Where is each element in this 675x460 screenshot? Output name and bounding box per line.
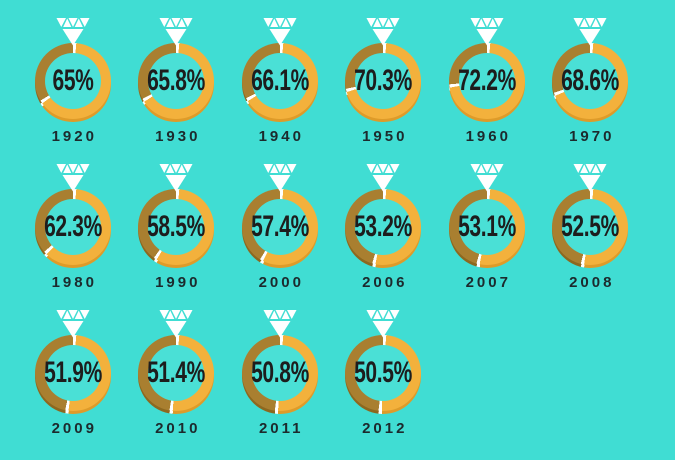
year-label: 2006	[362, 274, 408, 291]
ring-hole	[355, 199, 412, 255]
diamond-icon	[366, 164, 400, 192]
percentage-label: 65.8%	[147, 64, 206, 97]
ring-item-1940: 66.1% 1940	[228, 16, 332, 162]
year-label: 1920	[51, 128, 97, 145]
ring-item-2006: 53.2% 2006	[332, 162, 436, 308]
percentage-label: 51.9%	[43, 356, 102, 389]
diamond-icon	[56, 310, 90, 338]
ring-hole	[44, 345, 101, 401]
ring-donut: 57.4%	[241, 189, 318, 268]
year-label: 2010	[155, 420, 201, 437]
percentage-label: 50.5%	[354, 356, 413, 389]
diamond-icon	[263, 18, 297, 46]
diamond-icon	[56, 164, 90, 192]
percentage-label: 51.4%	[147, 356, 206, 389]
ring-hole	[148, 53, 205, 109]
diamond-icon	[573, 164, 607, 192]
ring-item-2009: 51.9% 2009	[21, 308, 125, 454]
diamond-icon	[159, 310, 193, 338]
percentage-label: 62.3%	[43, 210, 102, 243]
ring-donut: 68.6%	[552, 43, 629, 122]
percentage-label: 50.8%	[250, 356, 309, 389]
ring-donut: 62.3%	[34, 189, 111, 268]
ring-hole	[458, 199, 515, 255]
ring-item-1930: 65.8% 1930	[125, 16, 229, 162]
ring-hole	[148, 345, 205, 401]
ring-item-2012: 50.5% 2012	[332, 308, 436, 454]
year-label: 1970	[569, 128, 615, 145]
ring-hole	[44, 53, 101, 109]
diamond-icon	[263, 164, 297, 192]
ring-hole	[44, 199, 101, 255]
ring-hole	[355, 53, 412, 109]
ring-hole	[562, 199, 619, 255]
diamond-icon	[56, 18, 90, 46]
percentage-label: 57.4%	[250, 210, 309, 243]
percentage-label: 53.2%	[354, 210, 413, 243]
year-label: 2011	[258, 420, 304, 437]
diamond-icon	[263, 310, 297, 338]
ring-item-1970: 68.6% 1970	[539, 16, 643, 162]
percentage-label: 58.5%	[147, 210, 206, 243]
year-label: 2000	[258, 274, 304, 291]
ring-item-1950: 70.3% 1950	[332, 16, 436, 162]
ring-item-1960: 72.2% 1960	[435, 16, 539, 162]
ring-donut: 72.2%	[448, 43, 525, 122]
ring-item-2000: 57.4% 2000	[228, 162, 332, 308]
year-label: 2007	[465, 274, 511, 291]
ring-hole	[458, 53, 515, 109]
diamond-icon	[159, 164, 193, 192]
ring-donut: 50.5%	[345, 335, 422, 414]
percentage-label: 65%	[52, 64, 94, 97]
year-label: 1980	[51, 274, 97, 291]
ring-hole	[251, 53, 308, 109]
ring-hole	[251, 199, 308, 255]
diamond-icon	[470, 164, 504, 192]
ring-donut: 58.5%	[138, 189, 215, 268]
ring-donut: 66.1%	[241, 43, 318, 122]
year-label: 1960	[465, 128, 511, 145]
ring-donut: 65%	[34, 43, 111, 122]
ring-donut: 53.2%	[345, 189, 422, 268]
ring-donut: 52.5%	[552, 189, 629, 268]
percentage-label: 66.1%	[250, 64, 309, 97]
ring-item-1990: 58.5% 1990	[125, 162, 229, 308]
ring-item-2011: 50.8% 2011	[228, 308, 332, 454]
ring-donut: 50.8%	[241, 335, 318, 414]
ring-donut: 65.8%	[138, 43, 215, 122]
ring-item-2007: 53.1% 2007	[435, 162, 539, 308]
year-label: 1940	[258, 128, 304, 145]
percentage-label: 68.6%	[561, 64, 620, 97]
ring-donut: 51.4%	[138, 335, 215, 414]
ring-item-2008: 52.5% 2008	[539, 162, 643, 308]
diamond-icon	[159, 18, 193, 46]
percentage-label: 53.1%	[457, 210, 516, 243]
diamond-icon	[366, 18, 400, 46]
year-label: 2008	[569, 274, 615, 291]
year-label: 1950	[362, 128, 408, 145]
year-label: 1990	[155, 274, 201, 291]
diamond-icon	[366, 310, 400, 338]
ring-hole	[148, 199, 205, 255]
ring-item-1920: 65% 1920	[21, 16, 125, 162]
diamond-icon	[573, 18, 607, 46]
year-label: 1930	[155, 128, 201, 145]
ring-item-2010: 51.4% 2010	[125, 308, 229, 454]
percentage-label: 52.5%	[561, 210, 620, 243]
ring-hole	[251, 345, 308, 401]
ring-hole	[355, 345, 412, 401]
ring-hole	[562, 53, 619, 109]
year-label: 2012	[362, 420, 408, 437]
percentage-label: 70.3%	[354, 64, 413, 97]
year-label: 2009	[51, 420, 97, 437]
ring-donut: 51.9%	[34, 335, 111, 414]
ring-donut: 53.1%	[448, 189, 525, 268]
ring-donut: 70.3%	[345, 43, 422, 122]
percentage-label: 72.2%	[457, 64, 516, 97]
diamond-icon	[470, 18, 504, 46]
ring-item-1980: 62.3% 1980	[21, 162, 125, 308]
